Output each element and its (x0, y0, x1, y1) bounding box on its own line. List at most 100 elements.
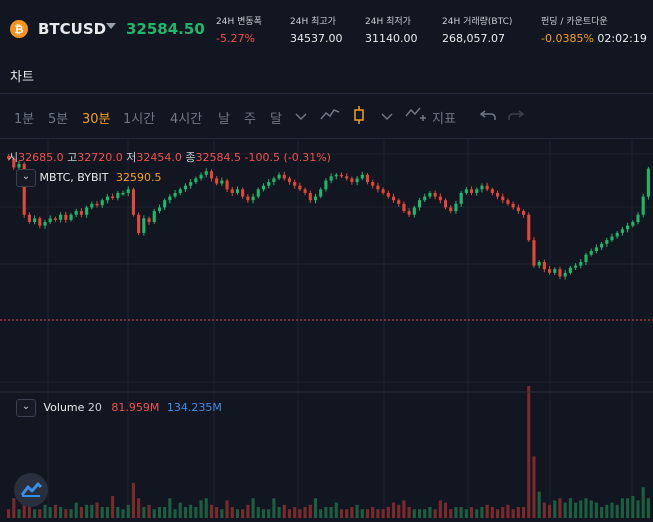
volume-bar (69, 509, 73, 518)
candles-layer (7, 154, 650, 280)
interval-month[interactable]: 달 (270, 112, 282, 127)
indicators-button[interactable]: 지표 (432, 112, 456, 127)
stat-label: 24H 최저가 (365, 17, 411, 27)
interval-4h[interactable]: 4시간 (170, 112, 203, 127)
volume-bar (79, 507, 83, 518)
candle-body (469, 189, 474, 193)
price-chart[interactable]: 시32685.0 고32720.0 저32454.0 종32584.5 -100… (0, 138, 653, 518)
volume-bar (428, 507, 432, 518)
volume-bar (371, 507, 375, 518)
candle-body (267, 182, 271, 186)
candle-body (313, 196, 318, 201)
line-chart-icon[interactable] (320, 107, 340, 125)
volume-bar (563, 502, 567, 518)
volume-bar (287, 509, 292, 518)
volume-bar (313, 498, 318, 518)
stat-label: 24H 변동폭 (216, 17, 262, 27)
candle-body (22, 163, 26, 215)
interval-5m[interactable]: 5분 (48, 112, 69, 127)
interval-1h[interactable]: 1시간 (123, 112, 156, 127)
candle-body (142, 218, 146, 233)
collapse-legend-button[interactable]: ⌄ (16, 169, 36, 187)
chart-grid (0, 139, 653, 518)
candle-body (402, 203, 406, 212)
volume-bar (501, 507, 505, 518)
undo-icon[interactable] (479, 108, 496, 126)
candle-body (480, 185, 484, 190)
stat-value: -5.27% (216, 32, 255, 45)
volume-bar (225, 500, 229, 518)
volume-bar (490, 507, 494, 518)
chevron-down-icon[interactable] (106, 23, 116, 29)
chevron-down-icon[interactable] (381, 110, 393, 125)
stat-label: 24H 거래량(BTC) (442, 17, 513, 27)
volume-bar (579, 500, 583, 518)
candle-body (157, 207, 162, 212)
interval-week[interactable]: 주 (244, 112, 256, 127)
candle-body (433, 192, 437, 197)
candle-body (391, 196, 396, 201)
volume-bar (605, 504, 609, 518)
candle-body (48, 218, 52, 222)
candle-body (579, 261, 583, 266)
stat-label: 24H 최고가 (290, 17, 336, 27)
candle-body (516, 207, 520, 212)
volume-bar (407, 507, 411, 518)
candle-body (64, 214, 68, 220)
collapse-volume-button[interactable]: ⌄ (16, 399, 36, 417)
candle-body (553, 269, 557, 273)
interval-day[interactable]: 날 (218, 112, 230, 127)
candle-body (386, 192, 390, 197)
chevron-down-icon[interactable] (295, 110, 307, 125)
candle-body (7, 155, 11, 159)
candle-body (646, 168, 650, 197)
series-legend: ⌄ MBTC, BYBIT 32590.5 (16, 169, 161, 187)
volume-bar (126, 504, 130, 518)
redo-icon[interactable] (508, 108, 525, 126)
volume-bar (95, 502, 99, 518)
candle-body (33, 218, 37, 222)
close-value: 32584.5 (195, 151, 242, 164)
volume-bar (183, 507, 188, 518)
volume-bar (360, 509, 364, 518)
volume-bar (365, 509, 370, 518)
candlestick-icon[interactable] (352, 105, 366, 129)
volume-bar (511, 509, 515, 518)
chart-canvas[interactable] (0, 139, 653, 518)
candle-body (85, 207, 89, 215)
candle-body (495, 192, 500, 197)
candle-body (293, 182, 297, 186)
interval-1m[interactable]: 1분 (14, 112, 35, 127)
volume-bar (568, 498, 572, 518)
candle-body (537, 261, 541, 266)
open-value: 32685.0 (18, 151, 64, 164)
volume-bar (246, 504, 250, 518)
interval-30m[interactable]: 30분 (82, 112, 111, 127)
candle-body (189, 182, 193, 186)
chart-tab[interactable]: 차트 (10, 70, 34, 85)
candle-body (464, 189, 468, 193)
volume-bar (537, 491, 541, 518)
volume-bar (53, 504, 57, 518)
volume-label: Volume (43, 401, 85, 414)
candle-body (443, 200, 448, 208)
volume-bar (376, 509, 380, 518)
stat-24h-low: 24H 최저가 31140.00 (365, 14, 418, 45)
volume-bar (168, 498, 172, 518)
candle-body (194, 178, 198, 183)
candle-body (43, 222, 47, 226)
volume-bar (626, 498, 630, 518)
symbol-selector[interactable]: BTCUSD (38, 20, 107, 38)
volume-bar (215, 507, 219, 518)
stat-funding: 펀딩 / 카운트다운 -0.0385% 02:02:19 (541, 14, 647, 45)
volume-bar (584, 498, 588, 518)
candle-body (287, 178, 292, 183)
indicators-icon[interactable] (405, 106, 427, 128)
candle-body (631, 222, 635, 226)
volume-bar (59, 507, 63, 518)
volume-bar (522, 507, 526, 518)
tradingview-logo-icon[interactable] (14, 473, 48, 507)
volume-bar (43, 504, 47, 518)
volume-bar (178, 502, 182, 518)
volume-bar (443, 502, 448, 518)
